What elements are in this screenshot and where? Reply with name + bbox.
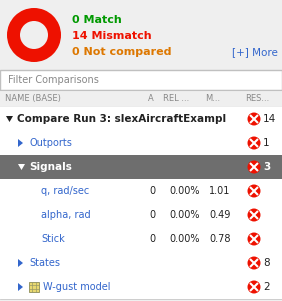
Polygon shape	[18, 164, 25, 170]
Text: RES...: RES...	[245, 94, 269, 103]
Polygon shape	[18, 283, 23, 291]
Text: alpha, rad: alpha, rad	[41, 210, 91, 220]
Text: 0.00%: 0.00%	[170, 210, 200, 220]
FancyBboxPatch shape	[0, 203, 282, 227]
Text: 0.00%: 0.00%	[170, 234, 200, 244]
Text: q, rad/sec: q, rad/sec	[41, 186, 89, 196]
Text: 3: 3	[263, 162, 270, 172]
FancyBboxPatch shape	[0, 70, 282, 90]
Circle shape	[248, 136, 261, 150]
Text: Outports: Outports	[29, 138, 72, 148]
Circle shape	[248, 232, 261, 246]
Text: 0: 0	[149, 186, 155, 196]
Text: 8: 8	[263, 258, 270, 268]
Text: A: A	[148, 94, 154, 103]
Text: Signals: Signals	[29, 162, 72, 172]
FancyBboxPatch shape	[0, 251, 282, 275]
Text: 14: 14	[263, 114, 276, 124]
FancyBboxPatch shape	[0, 179, 282, 203]
Text: 1.01: 1.01	[209, 186, 231, 196]
Text: Stick: Stick	[41, 234, 65, 244]
Text: Compare Run 3: slexAircraftExampl: Compare Run 3: slexAircraftExampl	[17, 114, 226, 124]
Polygon shape	[6, 116, 13, 122]
Text: 0.78: 0.78	[209, 234, 231, 244]
FancyBboxPatch shape	[0, 155, 282, 179]
FancyBboxPatch shape	[0, 107, 282, 131]
Text: 0 Not compared: 0 Not compared	[72, 47, 171, 57]
Text: M...: M...	[205, 94, 220, 103]
FancyBboxPatch shape	[0, 90, 282, 107]
Circle shape	[248, 185, 261, 197]
Text: 0: 0	[149, 234, 155, 244]
Text: States: States	[29, 258, 60, 268]
FancyBboxPatch shape	[29, 282, 39, 292]
Circle shape	[248, 209, 261, 222]
Text: 14 Mismatch: 14 Mismatch	[72, 31, 152, 41]
Text: 1: 1	[263, 138, 270, 148]
FancyBboxPatch shape	[0, 275, 282, 299]
Circle shape	[248, 113, 261, 126]
Text: Filter Comparisons: Filter Comparisons	[8, 75, 99, 85]
Text: REL ...: REL ...	[163, 94, 189, 103]
Wedge shape	[7, 8, 61, 62]
FancyBboxPatch shape	[0, 131, 282, 155]
Circle shape	[248, 160, 261, 173]
FancyBboxPatch shape	[0, 0, 282, 70]
Text: 0: 0	[149, 210, 155, 220]
Text: 0.49: 0.49	[209, 210, 231, 220]
Text: 0.00%: 0.00%	[170, 186, 200, 196]
Text: 0 Match: 0 Match	[72, 15, 122, 25]
FancyBboxPatch shape	[0, 227, 282, 251]
Text: [+] More: [+] More	[232, 47, 278, 57]
Text: NAME (BASE): NAME (BASE)	[5, 94, 61, 103]
Text: W-gust model: W-gust model	[43, 282, 111, 292]
Circle shape	[248, 256, 261, 269]
Text: 2: 2	[263, 282, 270, 292]
Polygon shape	[18, 259, 23, 267]
Circle shape	[248, 281, 261, 293]
Polygon shape	[18, 139, 23, 147]
